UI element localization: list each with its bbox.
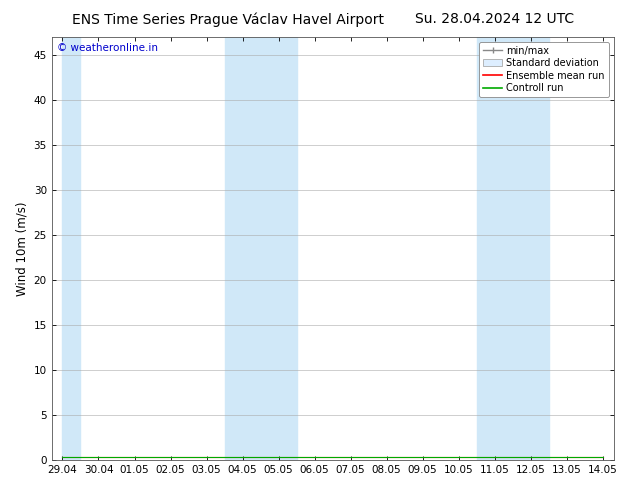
Bar xyxy=(224,37,297,460)
Text: Su. 28.04.2024 12 UTC: Su. 28.04.2024 12 UTC xyxy=(415,12,574,26)
Legend: min/max, Standard deviation, Ensemble mean run, Controll run: min/max, Standard deviation, Ensemble me… xyxy=(479,42,609,97)
Y-axis label: Wind 10m (m/s): Wind 10m (m/s) xyxy=(15,201,28,296)
Bar xyxy=(477,37,549,460)
Bar xyxy=(63,37,81,460)
Text: © weatheronline.in: © weatheronline.in xyxy=(57,44,158,53)
Text: ENS Time Series Prague Václav Havel Airport: ENS Time Series Prague Václav Havel Airp… xyxy=(72,12,384,27)
